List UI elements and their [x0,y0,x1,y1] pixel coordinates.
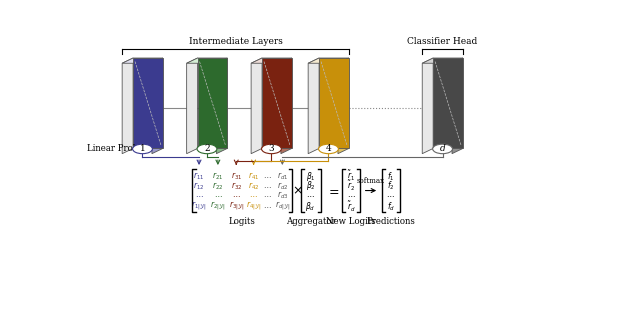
Circle shape [262,144,282,154]
Polygon shape [452,58,463,154]
Text: $r_{12}$: $r_{12}$ [193,180,205,192]
Text: $r_{3|\mathcal{Y}|}$: $r_{3|\mathcal{Y}|}$ [228,200,244,213]
Polygon shape [422,58,463,63]
Text: $\beta_1$: $\beta_1$ [306,170,316,183]
Text: $r_{d|\mathcal{Y}|}$: $r_{d|\mathcal{Y}|}$ [275,200,290,213]
Text: $\tilde{r}_2$: $\tilde{r}_2$ [347,179,355,193]
Text: $\cdots$: $\cdots$ [214,191,222,199]
Text: $\cdots$: $\cdots$ [249,191,258,199]
Text: $\beta_2$: $\beta_2$ [306,179,316,192]
Text: $f_2$: $f_2$ [387,180,394,192]
Text: $r_{32}$: $r_{32}$ [230,180,242,192]
Polygon shape [338,58,349,154]
Text: $\tilde{r}_1$: $\tilde{r}_1$ [347,169,355,183]
Text: Linear Probes: Linear Probes [88,144,148,153]
Text: $r_{2|\mathcal{Y}|}$: $r_{2|\mathcal{Y}|}$ [210,200,225,213]
Polygon shape [122,58,163,63]
Text: $r_{1|\mathcal{Y}|}$: $r_{1|\mathcal{Y}|}$ [191,200,207,213]
Polygon shape [187,58,227,63]
Text: 3: 3 [269,144,275,153]
Text: Classifier Head: Classifier Head [408,37,477,46]
Polygon shape [251,58,292,63]
Polygon shape [251,58,262,154]
Text: $r_{31}$: $r_{31}$ [230,171,242,182]
Text: softmax: softmax [357,177,385,184]
Text: $\cdots$: $\cdots$ [195,191,204,199]
Text: $r_{21}$: $r_{21}$ [212,171,223,182]
Text: $\cdots$: $\cdots$ [263,191,272,199]
Polygon shape [198,58,227,148]
Polygon shape [422,58,433,154]
Text: $r_{d2}$: $r_{d2}$ [276,180,288,192]
Circle shape [433,144,452,154]
Text: $\tilde{r}_d$: $\tilde{r}_d$ [347,199,355,214]
Text: $\cdots$: $\cdots$ [263,172,272,180]
Text: $\cdots$: $\cdots$ [307,191,315,199]
Text: $\times$: $\times$ [292,184,303,197]
Text: $f_d$: $f_d$ [387,200,395,213]
Text: $f_1$: $f_1$ [387,170,394,183]
Text: $r_{d1}$: $r_{d1}$ [276,171,288,182]
Text: $\cdots$: $\cdots$ [347,191,355,199]
Polygon shape [262,58,292,148]
Text: $r_{d3}$: $r_{d3}$ [276,189,288,201]
Circle shape [197,144,217,154]
Polygon shape [281,58,292,154]
Polygon shape [152,58,163,154]
Text: Predictions: Predictions [366,217,415,226]
Text: 1: 1 [140,144,145,153]
Text: $\cdots$: $\cdots$ [263,202,272,210]
Text: $\cdots$: $\cdots$ [232,191,241,199]
Text: 2: 2 [204,144,210,153]
Circle shape [319,144,339,154]
Text: $r_{11}$: $r_{11}$ [193,171,205,182]
Polygon shape [308,58,319,154]
Text: $r_{41}$: $r_{41}$ [248,171,259,182]
Text: Aggregator: Aggregator [286,217,335,226]
Text: $=$: $=$ [326,184,340,197]
Text: $r_{4|\mathcal{Y}|}$: $r_{4|\mathcal{Y}|}$ [246,200,261,213]
Text: d: d [440,144,445,153]
Text: 4: 4 [326,144,332,153]
Text: Intermediate Layers: Intermediate Layers [189,37,282,46]
Polygon shape [216,58,227,154]
Text: $\cdots$: $\cdots$ [263,182,272,190]
Polygon shape [133,58,163,148]
Text: Logits: Logits [228,217,255,226]
Circle shape [132,144,152,154]
Polygon shape [319,58,349,148]
Text: $\beta_d$: $\beta_d$ [305,200,316,213]
Polygon shape [433,58,463,148]
Text: $\cdots$: $\cdots$ [387,191,395,199]
Polygon shape [308,58,349,63]
Text: $r_{42}$: $r_{42}$ [248,180,259,192]
Text: $r_{22}$: $r_{22}$ [212,180,223,192]
Polygon shape [122,58,133,154]
Text: New Logits: New Logits [326,217,376,226]
Polygon shape [187,58,198,154]
